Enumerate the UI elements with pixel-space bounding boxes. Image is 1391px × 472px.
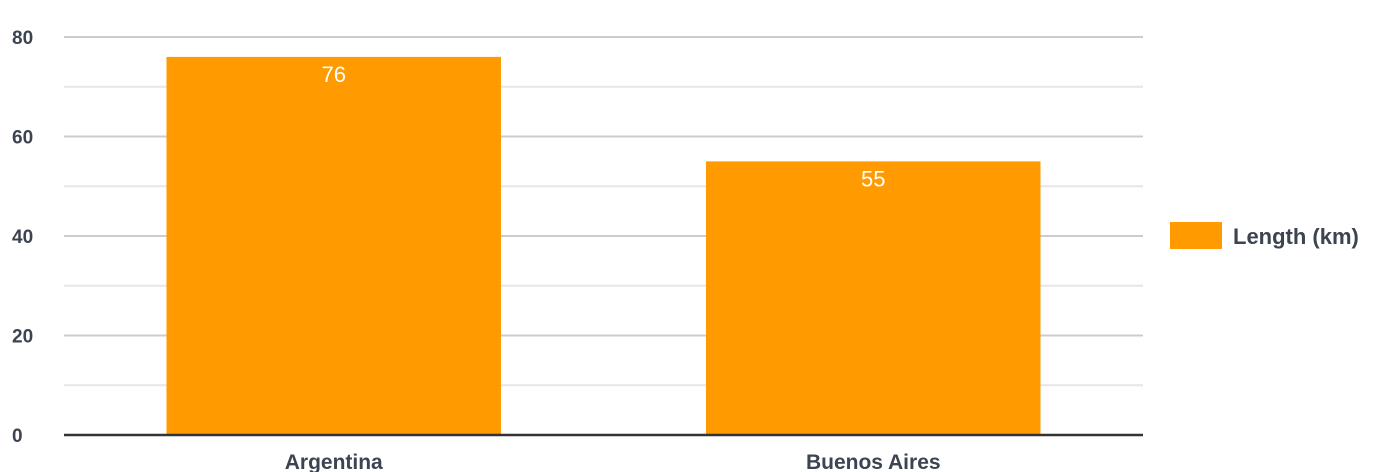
legend-swatch [1170, 222, 1222, 249]
bar [706, 161, 1041, 435]
y-tick-label: 40 [12, 227, 33, 248]
y-tick-label: 60 [12, 128, 33, 149]
bar [166, 56, 501, 436]
y-tick-label: 20 [12, 327, 33, 348]
y-tick-label: 0 [12, 426, 23, 447]
bars: 76 55 [166, 56, 1041, 436]
x-tick-label: Argentina [285, 451, 383, 472]
data-label: 76 [322, 62, 346, 87]
x-tick-label: Buenos Aires [806, 451, 941, 472]
data-label: 55 [861, 166, 885, 191]
legend-label: Length (km) [1233, 224, 1359, 249]
axes: 0 20 40 60 80 Argentina Buenos Aires [12, 28, 1143, 472]
y-tick-label: 80 [12, 28, 33, 49]
legend: Length (km) [1170, 222, 1359, 249]
